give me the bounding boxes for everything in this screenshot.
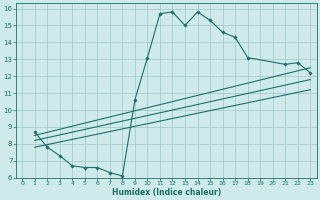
X-axis label: Humidex (Indice chaleur): Humidex (Indice chaleur) (112, 188, 221, 197)
